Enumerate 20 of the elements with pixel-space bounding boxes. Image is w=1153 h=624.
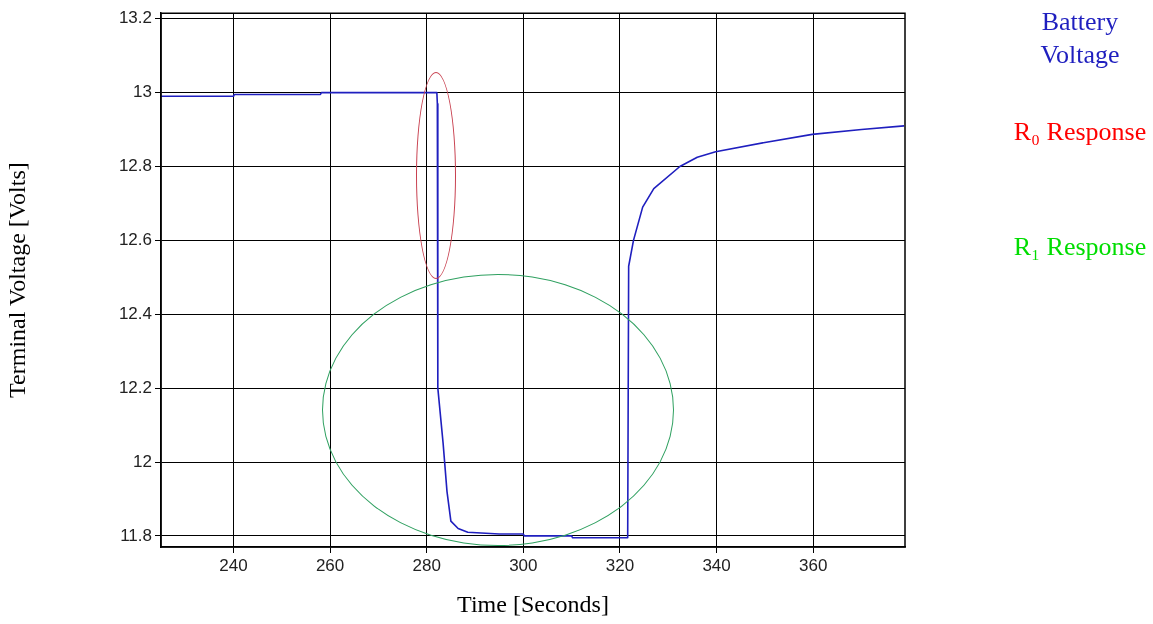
x-axis-title: Time [Seconds]	[457, 590, 609, 617]
text: R₁ Response	[1012, 231, 1148, 263]
y-tick-label: 12.2	[118, 377, 152, 397]
y-tick-label: 12.6	[118, 230, 152, 250]
y-axis-title: Terminal Voltage [Volts]	[3, 162, 30, 398]
x-tick-label: 240	[219, 555, 248, 575]
y-tick-label: 12	[133, 451, 152, 471]
x-tick-label: 360	[799, 555, 828, 575]
text: R₀ Response	[1012, 116, 1148, 148]
y-tick-label: 13.2	[118, 8, 152, 28]
y-tick-label: 12.8	[118, 156, 152, 176]
text: Battery Voltage	[1039, 6, 1121, 71]
x-tick-label: 340	[702, 555, 731, 575]
x-tick-label: 300	[509, 555, 538, 575]
y-tick-label: 12.4	[118, 303, 152, 323]
x-tick-label: 320	[605, 555, 635, 575]
x-tick-label: 280	[412, 555, 441, 575]
y-tick-label: 11.8	[120, 525, 152, 545]
x-tick-label: 260	[315, 555, 345, 575]
y-tick-label: 13	[133, 82, 152, 102]
